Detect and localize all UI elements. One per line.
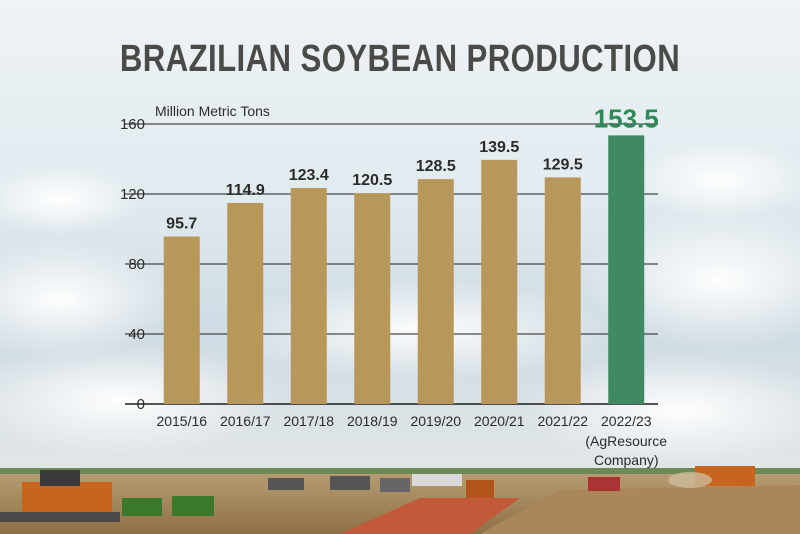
y-tick-label: 80	[128, 256, 145, 273]
data-label: 120.5	[352, 172, 392, 189]
data-label: 129.5	[543, 156, 583, 173]
y-axis-unit-label: Million Metric Tons	[155, 103, 270, 119]
data-label: 128.5	[416, 158, 456, 175]
y-tick-label: 120	[120, 186, 145, 203]
y-tick-label: 0	[137, 396, 145, 413]
y-tick-label: 160	[120, 116, 145, 133]
harvesters	[0, 466, 755, 522]
x-tick-note: (AgResource	[585, 433, 667, 449]
x-tick-label: 2020/21	[474, 413, 525, 429]
field	[0, 468, 800, 534]
bar	[354, 193, 391, 404]
bar	[544, 177, 581, 404]
y-tick-label: 40	[128, 326, 145, 343]
x-tick-label: 2016/17	[220, 413, 271, 429]
chart-title: BRAZILIAN SOYBEAN PRODUCTION	[119, 38, 681, 80]
bar	[417, 179, 454, 404]
data-label: 123.4	[289, 167, 329, 184]
data-label: 114.9	[226, 182, 265, 199]
x-tick-label: 2017/18	[283, 413, 334, 429]
data-label: 139.5	[479, 139, 519, 156]
bar	[608, 135, 645, 404]
x-tick-note: Company)	[594, 452, 659, 468]
bar	[163, 236, 200, 404]
data-label: 95.7	[166, 216, 197, 233]
bar	[227, 202, 264, 404]
data-label: 153.5	[594, 103, 659, 133]
bar	[290, 188, 327, 404]
bar	[481, 159, 518, 404]
x-tick-label: 2015/16	[156, 413, 207, 429]
x-tick-label: 2018/19	[347, 413, 398, 429]
x-tick-label: 2019/20	[410, 413, 461, 429]
x-tick-label: 2022/23	[601, 413, 652, 429]
x-tick-label: 2021/22	[537, 413, 588, 429]
